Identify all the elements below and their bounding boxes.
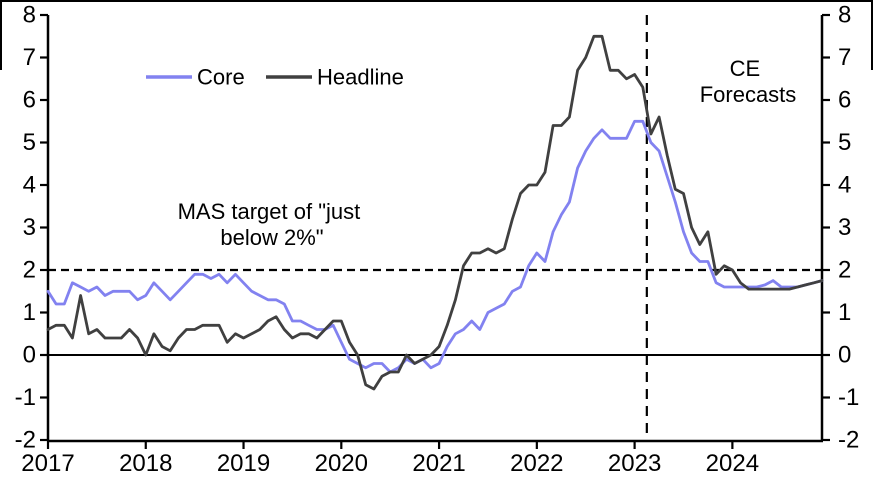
- ce-forecasts-annotation-line1: CE: [730, 56, 761, 81]
- x-axis-tick-label: 2019: [217, 450, 270, 477]
- y-axis-tick-label-right: 1: [838, 299, 851, 326]
- x-axis-tick-label: 2024: [706, 450, 759, 477]
- y-axis-tick-label-left: 3: [23, 214, 36, 241]
- right-border-line: [871, 0, 873, 70]
- y-axis-tick-label-left: -2: [15, 427, 36, 454]
- mas-target-annotation-line2: below 2%": [220, 225, 323, 250]
- x-axis-tick-label: 2020: [315, 450, 368, 477]
- y-axis-tick-label-right: 0: [838, 342, 851, 369]
- y-axis-tick-label-right: 7: [838, 44, 851, 71]
- y-axis-tick-label-right: 8: [838, 2, 851, 29]
- y-axis-tick-label-left: 1: [23, 299, 36, 326]
- y-axis-tick-label-left: 7: [23, 44, 36, 71]
- mas-target-annotation: MAS target of "just below 2%": [178, 199, 367, 250]
- ce-forecasts-annotation: CE Forecasts: [700, 56, 797, 107]
- top-border-line: [0, 0, 873, 2]
- y-axis-tick-label-right: 2: [838, 257, 851, 284]
- y-axis-tick-label-right: 6: [838, 87, 851, 114]
- core-line: [46, 119, 824, 374]
- y-axis-tick-label-right: 5: [838, 129, 851, 156]
- y-axis-tick-label-right: 4: [838, 172, 851, 199]
- y-axis-tick-label-right: -2: [838, 427, 859, 454]
- ce-forecasts-annotation-line2: Forecasts: [700, 82, 797, 107]
- x-axis-tick-label: 2022: [510, 450, 563, 477]
- y-axis-tick-label-left: 8: [23, 2, 36, 29]
- chart-legend: Core Headline: [146, 65, 404, 90]
- headline-line: [46, 34, 824, 391]
- x-axis-tick-label: 2023: [608, 450, 661, 477]
- y-axis-tick-label-left: 4: [23, 172, 36, 199]
- y-axis-tick-label-right: 3: [838, 214, 851, 241]
- x-axis-tick-label: 2017: [21, 450, 74, 477]
- y-axis-tick-label-left: 5: [23, 129, 36, 156]
- y-axis-tick-label-left: 0: [23, 342, 36, 369]
- legend-headline-label: Headline: [317, 65, 404, 90]
- y-axis-tick-label-left: -1: [15, 384, 36, 411]
- mas-target-annotation-line1: MAS target of "just: [178, 199, 361, 224]
- y-axis-tick-label-left: 6: [23, 87, 36, 114]
- x-axis-tick-label: 2021: [412, 450, 465, 477]
- y-axis-tick-label-left: 2: [23, 257, 36, 284]
- y-axis-tick-label-right: -1: [838, 384, 859, 411]
- legend-core-label: Core: [197, 65, 245, 90]
- left-border-line: [0, 0, 2, 70]
- x-axis-tick-label: 2018: [119, 450, 172, 477]
